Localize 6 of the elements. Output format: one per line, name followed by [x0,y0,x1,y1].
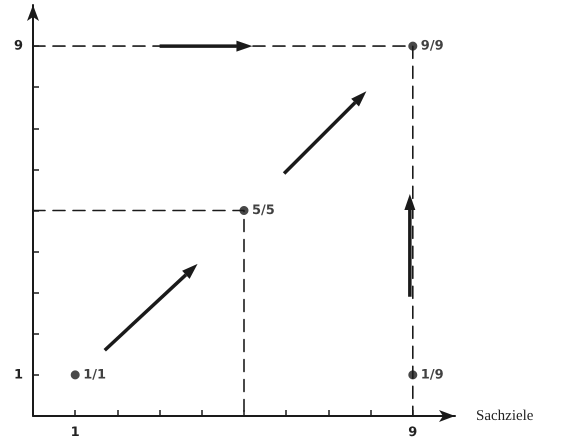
annotation: 1/9 [420,367,444,382]
point [70,370,80,380]
annotation: 5/5 [252,203,275,218]
annotation: 1/1 [83,367,106,382]
x-axis-title: Sachziele [476,408,534,424]
annotation: 9/9 [420,38,444,54]
